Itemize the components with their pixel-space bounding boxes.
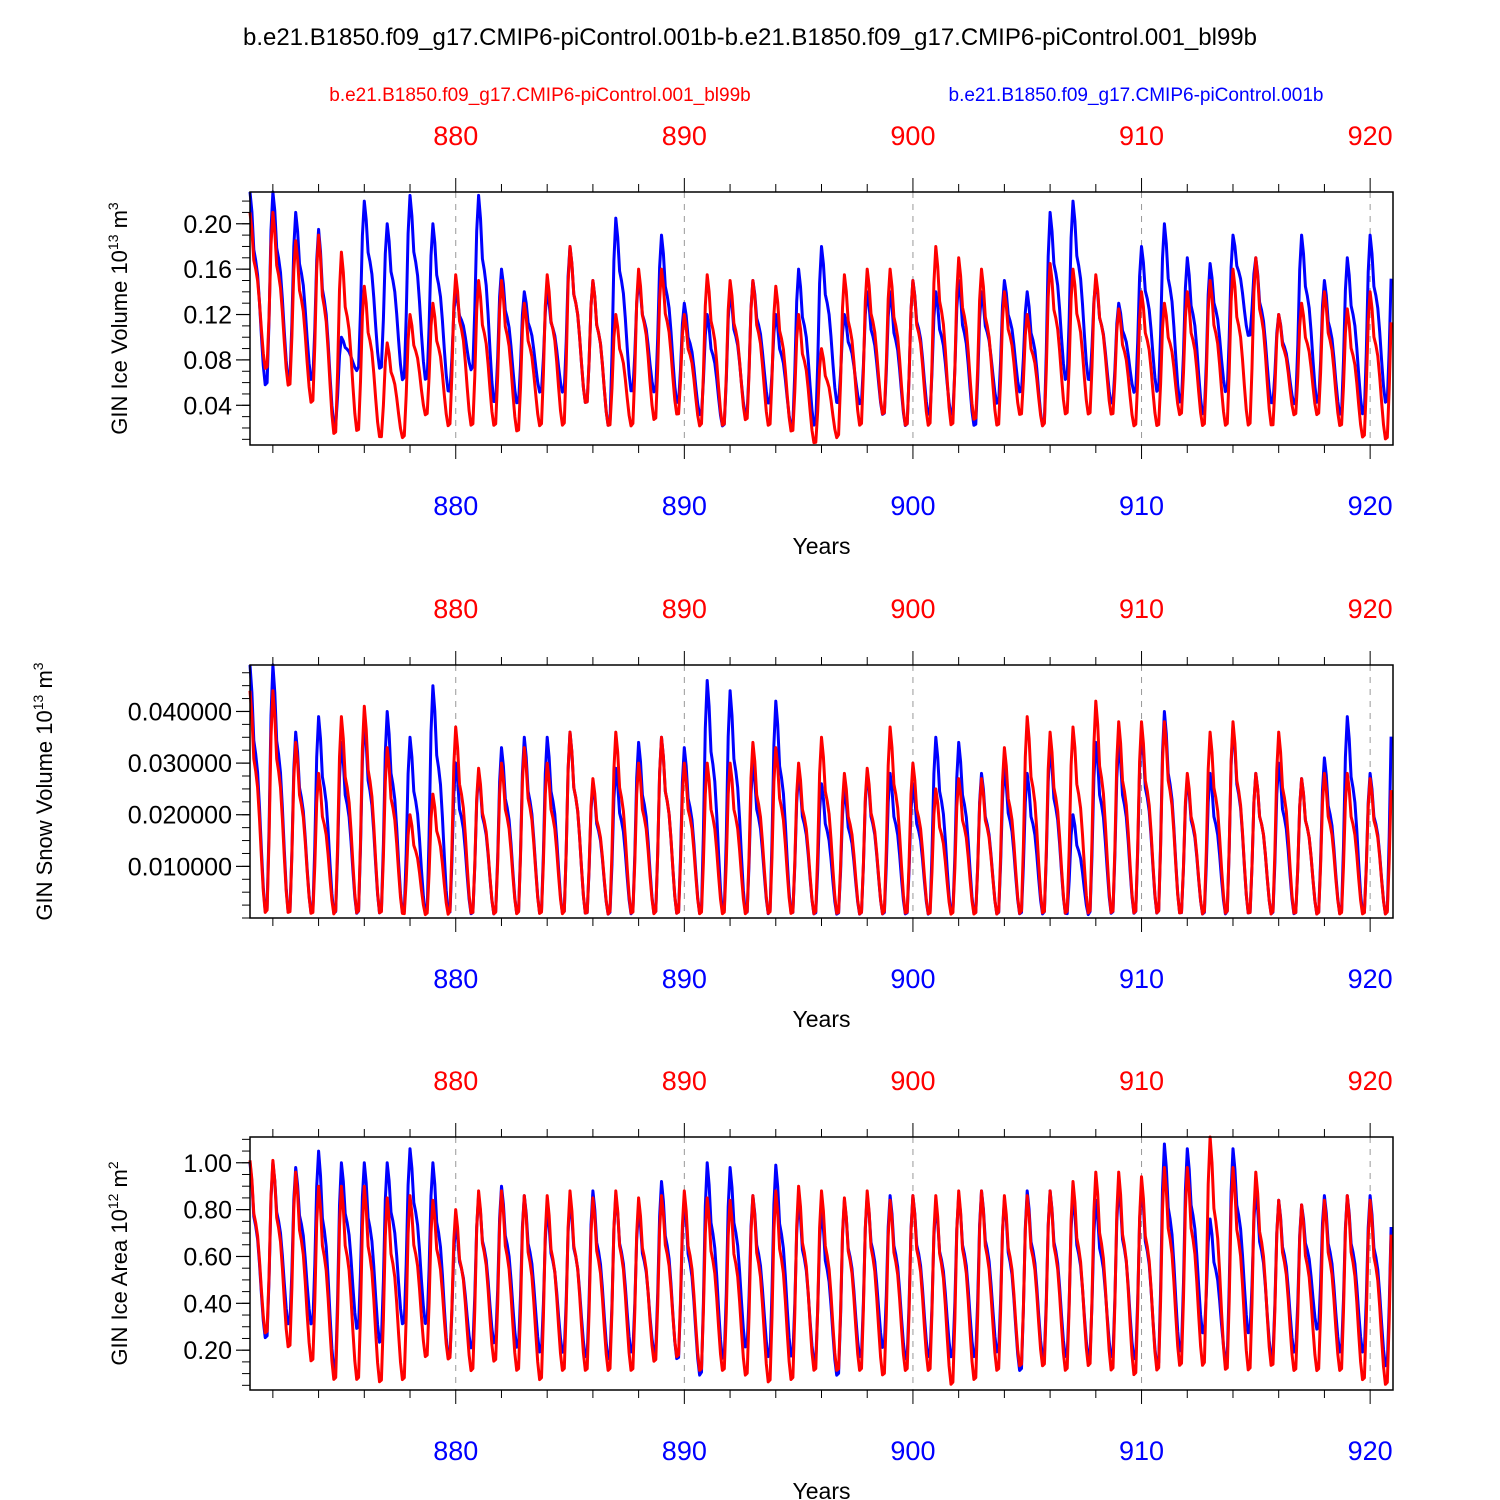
x-tick-label-top: 890 [662, 121, 707, 151]
y-tick-label: 0.80 [183, 1197, 232, 1225]
x-tick-label-top: 910 [1119, 121, 1164, 151]
x-tick-label-bottom: 920 [1348, 964, 1393, 994]
x-tick-label-top: 920 [1348, 1066, 1393, 1096]
x-axis-title: Years [793, 1478, 851, 1500]
x-tick-label-bottom: 910 [1119, 491, 1164, 521]
legend-blue-label: b.e21.B1850.f09_g17.CMIP6-piControl.001b [949, 85, 1324, 106]
series-line-red [248, 689, 1393, 917]
x-tick-label-top: 900 [890, 1066, 935, 1096]
figure-title: b.e21.B1850.f09_g17.CMIP6-piControl.001b… [243, 24, 1257, 51]
y-tick-label: 0.16 [183, 256, 232, 284]
x-tick-label-top: 900 [890, 594, 935, 624]
y-tick-label: 0.08 [183, 347, 232, 375]
x-tick-label-top: 910 [1119, 594, 1164, 624]
y-tick-label: 0.020000 [128, 802, 232, 830]
x-tick-label-bottom: 920 [1348, 491, 1393, 521]
y-tick-label: 0.20 [183, 211, 232, 239]
chart-panel-3: 880 880 890 890 900 900 910 910 920 920 Years 0.20 0… [105, 1066, 1394, 1500]
y-tick-label: 0.04 [183, 392, 232, 420]
y-tick-label: 0.20 [183, 1337, 232, 1365]
series-line-red [248, 210, 1393, 445]
y-tick-label: 0.030000 [128, 750, 232, 778]
y-axis-title: GIN Ice Area 1012 m2 [105, 1161, 132, 1366]
x-tick-label-bottom: 910 [1119, 964, 1164, 994]
x-tick-label-bottom: 900 [890, 964, 935, 994]
x-axis-title: Years [793, 1006, 851, 1032]
y-tick-label: 0.040000 [128, 698, 232, 726]
y-axis-title: GIN Snow Volume 1013 m3 [30, 662, 57, 920]
x-tick-label-top: 880 [433, 121, 478, 151]
x-tick-label-top: 890 [662, 594, 707, 624]
x-tick-label-bottom: 900 [890, 491, 935, 521]
x-tick-label-top: 890 [662, 1066, 707, 1096]
x-tick-label-bottom: 890 [662, 964, 707, 994]
x-tick-label-top: 910 [1119, 1066, 1164, 1096]
x-tick-label-bottom: 880 [433, 1436, 478, 1466]
x-tick-label-bottom: 890 [662, 491, 707, 521]
y-tick-label: 0.010000 [128, 853, 232, 881]
y-axis-title: GIN Ice Volume 1013 m3 [105, 202, 132, 435]
x-tick-label-bottom: 920 [1348, 1436, 1393, 1466]
x-tick-label-bottom: 910 [1119, 1436, 1164, 1466]
x-tick-label-top: 920 [1348, 594, 1393, 624]
chart-panel-2: 880 880 890 890 900 900 910 910 920 920 Years 0.010… [30, 594, 1394, 1032]
y-tick-label: 0.12 [183, 302, 232, 330]
y-tick-label: 0.60 [183, 1243, 232, 1271]
y-tick-label: 0.40 [183, 1290, 232, 1318]
x-axis-title: Years [793, 533, 851, 559]
x-tick-label-top: 880 [433, 594, 478, 624]
legend-red-label: b.e21.B1850.f09_g17.CMIP6-piControl.001_… [329, 85, 750, 106]
x-tick-label-top: 900 [890, 121, 935, 151]
series-line-red [248, 1135, 1393, 1386]
x-tick-label-bottom: 880 [433, 491, 478, 521]
x-tick-label-bottom: 890 [662, 1436, 707, 1466]
x-tick-label-bottom: 900 [890, 1436, 935, 1466]
x-tick-label-top: 920 [1348, 121, 1393, 151]
y-tick-label: 1.00 [183, 1150, 232, 1178]
x-tick-label-bottom: 880 [433, 964, 478, 994]
chart-panel-1: 880 880 890 890 900 900 910 910 920 920 Years 0.04 0… [105, 121, 1394, 559]
x-tick-label-top: 880 [433, 1066, 478, 1096]
